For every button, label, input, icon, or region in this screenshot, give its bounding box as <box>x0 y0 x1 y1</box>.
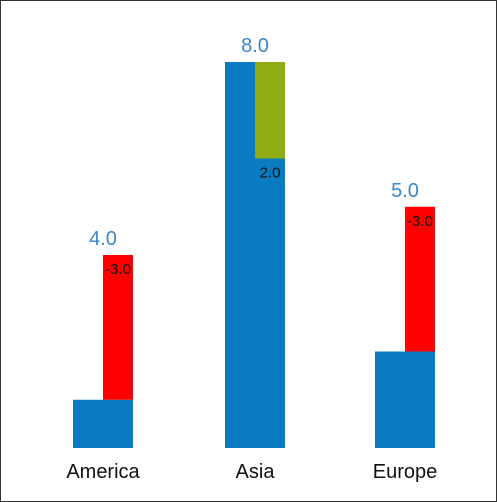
delta-label-europe: -3.0 <box>407 213 433 230</box>
bar-america-base <box>73 399 133 448</box>
delta-label-asia: 2.0 <box>260 165 281 182</box>
bar-asia-delta <box>255 62 285 159</box>
category-label-europe: Europe <box>373 461 438 483</box>
bar-america-delta <box>103 255 133 400</box>
total-label-asia: 8.0 <box>241 35 269 57</box>
category-label-asia: Asia <box>236 461 276 483</box>
total-label-america: 4.0 <box>89 228 117 250</box>
bar-europe-delta <box>405 206 435 352</box>
bar-europe-base <box>375 351 435 448</box>
delta-label-america: -3.0 <box>105 261 131 278</box>
total-label-europe: 5.0 <box>391 180 419 202</box>
category-label-america: America <box>66 461 140 483</box>
